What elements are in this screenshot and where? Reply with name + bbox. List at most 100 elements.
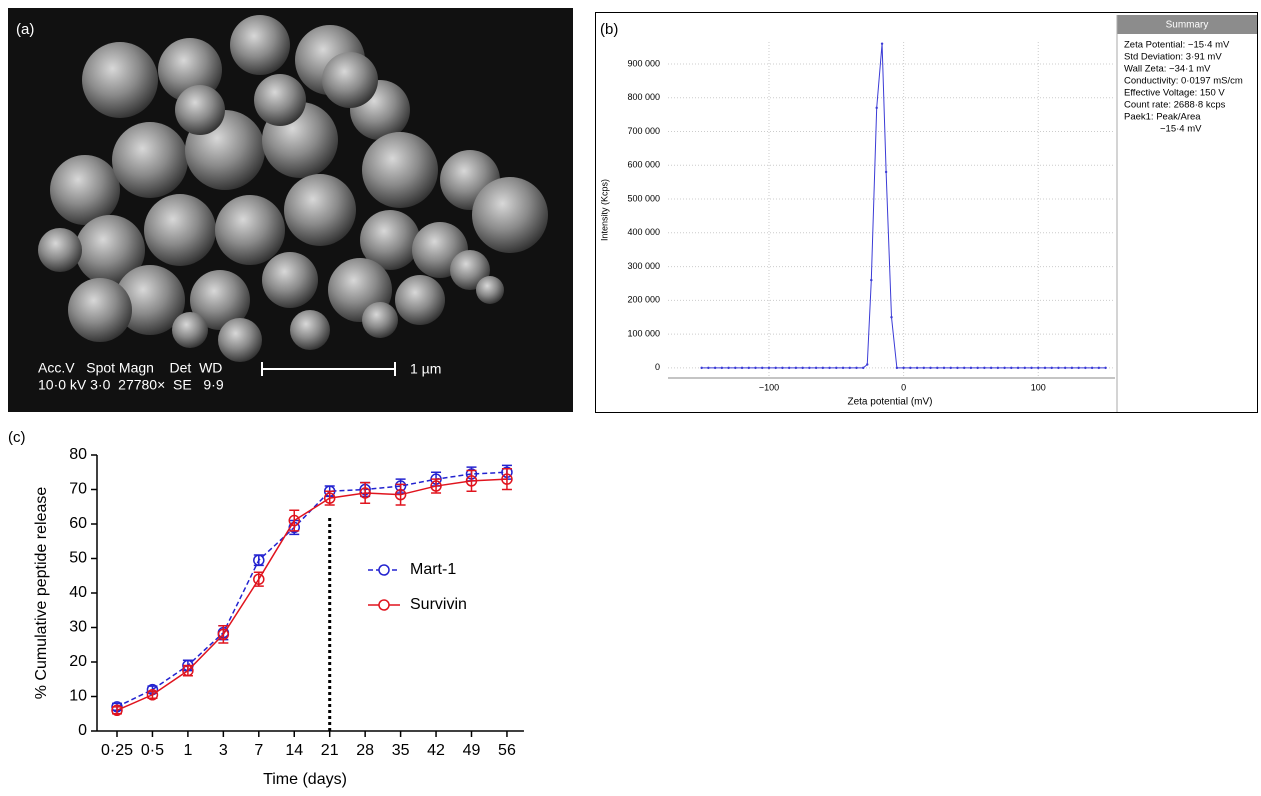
point xyxy=(821,366,825,370)
summary-title: Summary xyxy=(1166,20,1209,31)
point xyxy=(1037,366,1040,370)
point xyxy=(720,366,724,370)
y-tick-label: 10 xyxy=(69,688,87,705)
particle xyxy=(230,15,290,75)
x-tick-label: 7 xyxy=(254,742,263,759)
x-tick-label: 0·5 xyxy=(141,742,164,759)
particle xyxy=(82,42,158,118)
point xyxy=(1063,366,1067,370)
point xyxy=(754,366,757,370)
point xyxy=(217,628,230,641)
y-tick-label: 0 xyxy=(78,722,87,739)
point xyxy=(700,366,703,370)
particle xyxy=(68,278,132,342)
x-axis-label: Time (days) xyxy=(263,771,347,788)
summary-line: −15·4 mV xyxy=(1160,124,1202,135)
point xyxy=(111,704,123,717)
particle xyxy=(476,276,504,304)
particle xyxy=(254,74,306,126)
panel-label: (a) xyxy=(16,21,34,38)
point xyxy=(996,366,1000,370)
particle xyxy=(38,228,82,272)
point xyxy=(465,475,478,487)
point xyxy=(182,664,194,677)
point xyxy=(835,366,838,370)
point xyxy=(942,366,946,370)
x-tick-label: 1 xyxy=(183,742,192,759)
particles xyxy=(38,15,548,362)
summary-line: Paek1: Peak/Area xyxy=(1124,112,1201,123)
point xyxy=(1090,366,1094,370)
point xyxy=(253,573,265,585)
point xyxy=(1084,366,1087,370)
x-tick-label: 100 xyxy=(1031,382,1046,392)
panel-frame xyxy=(595,12,1258,413)
point xyxy=(870,278,873,282)
point xyxy=(884,170,888,174)
particle xyxy=(472,177,548,253)
point xyxy=(902,366,905,370)
y-axis-label: Intensity (Kcps) xyxy=(599,179,609,241)
summary-line: Wall Zeta: −34·1 mV xyxy=(1124,64,1211,75)
point xyxy=(734,366,737,370)
point xyxy=(808,366,811,370)
x-tick-label: 0 xyxy=(901,382,906,392)
y-tick-label: 600 000 xyxy=(627,160,660,170)
line xyxy=(116,478,507,711)
point xyxy=(1104,366,1107,370)
y-tick-label: 40 xyxy=(69,584,87,601)
x-tick-label: 14 xyxy=(285,742,303,759)
summary-line: Effective Voltage: 150 V xyxy=(1124,88,1225,99)
y-tick-label: 500 000 xyxy=(627,193,660,203)
point xyxy=(713,366,717,370)
particle xyxy=(215,195,285,265)
point xyxy=(288,514,300,527)
particle xyxy=(75,215,145,285)
error-bar xyxy=(466,469,477,492)
point xyxy=(1043,366,1047,370)
legend-label: Mart-1 xyxy=(410,561,456,578)
panel-label: (c) xyxy=(8,429,26,446)
x-tick-label: −100 xyxy=(759,382,779,392)
point xyxy=(969,366,973,370)
point xyxy=(909,366,912,370)
point xyxy=(989,366,993,370)
particle xyxy=(190,270,250,330)
particle xyxy=(450,250,490,290)
particle xyxy=(322,52,378,108)
y-tick-label: 100 000 xyxy=(627,328,660,338)
legend-marker xyxy=(378,599,390,611)
x-tick-label: 49 xyxy=(463,742,481,759)
particle xyxy=(395,275,445,325)
point xyxy=(814,366,818,370)
particle xyxy=(362,302,398,338)
point xyxy=(707,366,710,370)
particle xyxy=(112,122,188,198)
point xyxy=(875,106,878,110)
point xyxy=(1050,366,1053,370)
y-tick-label: 200 000 xyxy=(627,295,660,305)
point xyxy=(794,366,798,370)
point xyxy=(394,488,407,501)
summary-header xyxy=(1117,15,1257,34)
y-tick-label: 400 000 xyxy=(627,227,660,237)
point xyxy=(253,554,265,566)
particle xyxy=(144,194,216,266)
point xyxy=(1016,366,1020,370)
point xyxy=(862,366,865,370)
point xyxy=(740,366,744,370)
panel-label: (b) xyxy=(600,21,618,38)
x-tick-label: 56 xyxy=(498,742,516,759)
particle xyxy=(50,155,120,225)
point xyxy=(761,366,764,370)
point xyxy=(848,366,851,370)
point xyxy=(1010,366,1013,370)
point xyxy=(1077,366,1080,370)
summary-line: Std Deviation: 3·91 mV xyxy=(1124,52,1222,63)
error-bar xyxy=(395,483,406,506)
y-tick-label: 0 xyxy=(655,362,660,372)
y-tick-label: 30 xyxy=(69,619,87,636)
point xyxy=(323,492,336,504)
